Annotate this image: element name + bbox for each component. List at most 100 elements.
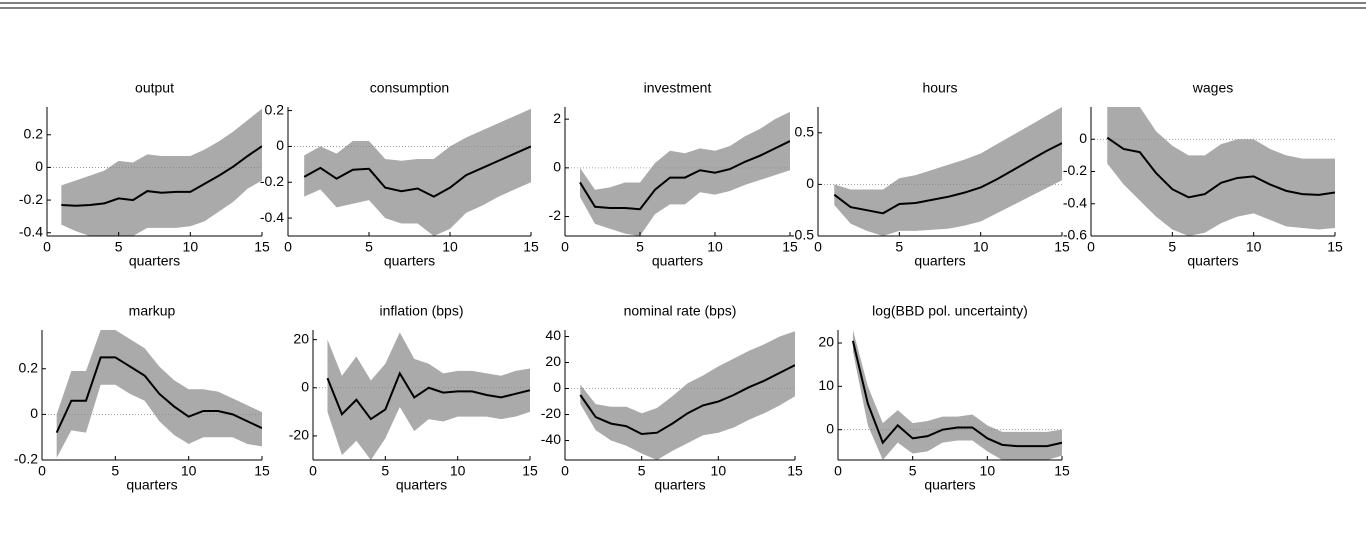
panel xyxy=(47,108,262,236)
x-tick-label: 5 xyxy=(638,463,646,479)
y-tick-label: 0 xyxy=(826,420,834,436)
x-tick-label: 15 xyxy=(1054,463,1070,479)
panel xyxy=(313,332,530,460)
y-tick-label: 0.2 xyxy=(265,101,285,117)
chart-title: consumption xyxy=(370,80,449,96)
x-tick-label: 0 xyxy=(1087,239,1095,255)
y-tick-label: -0.2 xyxy=(19,191,43,207)
confidence-band xyxy=(580,111,790,236)
y-tick-label: -40 xyxy=(541,431,561,447)
x-tick-label: 15 xyxy=(787,463,803,479)
y-tick-label: 0 xyxy=(301,378,309,394)
y-tick-label: 0 xyxy=(30,405,38,421)
x-tick-label: 0 xyxy=(309,463,317,479)
y-tick-label: 2 xyxy=(553,110,561,126)
confidence-band xyxy=(61,108,262,236)
y-tick-label: 0.5 xyxy=(795,124,815,140)
y-tick-label: 20 xyxy=(293,330,309,346)
panel xyxy=(1091,107,1335,236)
x-tick-label: 5 xyxy=(909,463,917,479)
panel xyxy=(818,107,1062,236)
x-axis-label: quarters xyxy=(652,253,703,269)
response-line xyxy=(833,142,1062,215)
y-tick-label: -0.4 xyxy=(19,223,43,239)
confidence-band xyxy=(1107,107,1335,236)
x-tick-label: 15 xyxy=(254,239,270,255)
y-tick-label: -0.2 xyxy=(260,173,284,189)
x-tick-label: 10 xyxy=(711,463,727,479)
confidence-band xyxy=(580,331,795,460)
chart-title: wages xyxy=(1192,80,1233,96)
chart-title: log(BBD pol. uncertainty) xyxy=(872,303,1028,319)
y-tick-label: 40 xyxy=(545,327,561,343)
y-tick-label: -0.6 xyxy=(1063,227,1087,243)
panel xyxy=(838,330,1062,460)
x-tick-label: 0 xyxy=(561,239,569,255)
panel xyxy=(565,111,790,236)
x-tick-label: 5 xyxy=(381,463,389,479)
x-tick-label: 10 xyxy=(442,239,458,255)
x-tick-label: 10 xyxy=(450,463,466,479)
x-tick-label: 5 xyxy=(365,239,373,255)
x-tick-label: 5 xyxy=(895,239,903,255)
y-tick-label: -2 xyxy=(549,207,562,223)
y-tick-label: -20 xyxy=(541,405,561,421)
x-tick-label: 15 xyxy=(1054,239,1070,255)
x-tick-label: 0 xyxy=(43,239,51,255)
x-tick-label: 10 xyxy=(1246,239,1262,255)
x-axis-label: quarters xyxy=(129,253,180,269)
y-tick-label: -0.2 xyxy=(14,451,38,467)
x-tick-label: 10 xyxy=(980,463,996,479)
x-tick-label: 0 xyxy=(561,463,569,479)
response-line xyxy=(303,145,531,198)
x-tick-label: 10 xyxy=(183,239,199,255)
chart-title: nominal rate (bps) xyxy=(624,303,737,319)
x-tick-label: 15 xyxy=(782,239,798,255)
x-tick-label: 5 xyxy=(115,239,123,255)
confidence-band xyxy=(852,330,1062,460)
x-tick-label: 0 xyxy=(38,463,46,479)
chart-title: investment xyxy=(644,80,712,96)
confidence-band xyxy=(327,332,530,460)
y-tick-label: 0.2 xyxy=(24,125,44,141)
response-line xyxy=(579,140,790,211)
x-axis-label: quarters xyxy=(1187,253,1238,269)
response-line xyxy=(61,145,262,207)
response-line xyxy=(851,340,1062,448)
y-tick-label: 10 xyxy=(818,377,834,393)
x-tick-label: 15 xyxy=(522,463,538,479)
x-tick-label: 0 xyxy=(834,463,842,479)
x-tick-label: 10 xyxy=(707,239,723,255)
x-axis-label: quarters xyxy=(384,253,435,269)
chart-title: hours xyxy=(922,80,957,96)
x-tick-label: 15 xyxy=(254,463,270,479)
y-tick-label: 20 xyxy=(545,353,561,369)
y-tick-label: 0 xyxy=(276,137,284,153)
x-tick-label: 5 xyxy=(111,463,119,479)
response-line xyxy=(326,371,530,421)
response-line xyxy=(579,364,795,436)
x-tick-label: 10 xyxy=(181,463,197,479)
x-axis-label: quarters xyxy=(396,477,447,493)
chart-title: inflation (bps) xyxy=(379,303,463,319)
x-tick-label: 0 xyxy=(814,239,822,255)
y-tick-label: 0 xyxy=(553,159,561,175)
x-tick-label: 5 xyxy=(1168,239,1176,255)
panel xyxy=(42,330,262,458)
y-tick-label: -0.5 xyxy=(790,227,814,243)
response-line xyxy=(55,356,262,434)
y-tick-label: -0.4 xyxy=(1063,194,1087,210)
x-tick-label: 0 xyxy=(284,239,292,255)
x-axis-label: quarters xyxy=(654,477,705,493)
x-axis-label: quarters xyxy=(914,253,965,269)
y-tick-label: -0.2 xyxy=(1063,162,1087,178)
x-axis-label: quarters xyxy=(924,477,975,493)
x-tick-label: 5 xyxy=(636,239,644,255)
chart-title: markup xyxy=(129,303,176,319)
chart-title: output xyxy=(135,80,174,96)
y-tick-label: -0.4 xyxy=(260,209,284,225)
y-tick-label: -20 xyxy=(289,427,309,443)
x-tick-label: 15 xyxy=(523,239,539,255)
response-line xyxy=(1106,136,1335,199)
